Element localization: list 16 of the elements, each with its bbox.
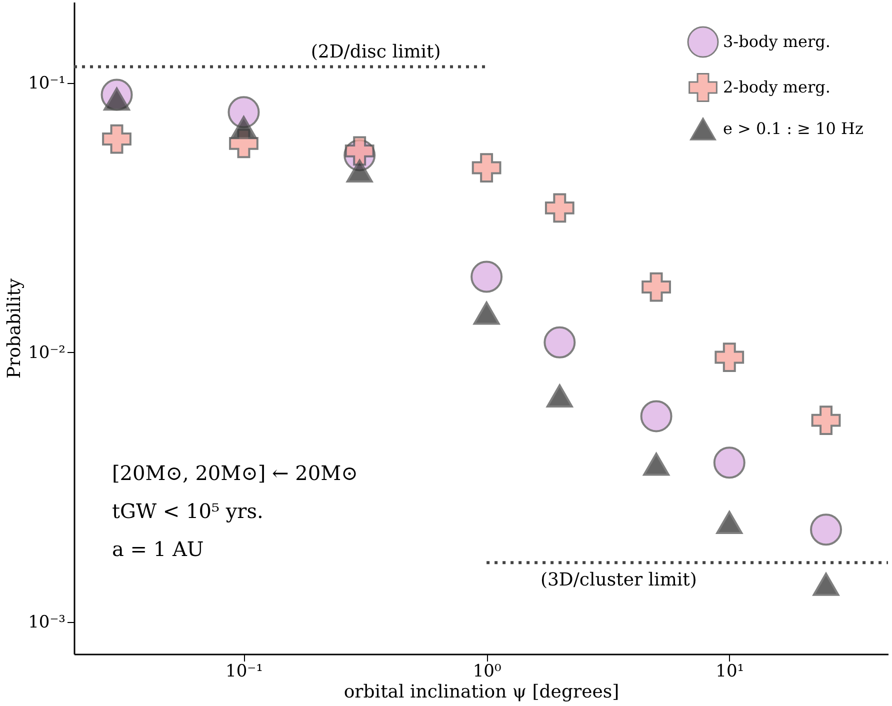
y-tick-label: 10⁻²	[28, 342, 66, 363]
x-tick-label: 10¹	[716, 662, 744, 682]
y-tick-label: 10⁻¹	[28, 74, 66, 94]
annotation: (3D/cluster limit)	[540, 570, 697, 591]
legend-label: 2-body merg.	[723, 78, 830, 96]
annotation: tGW < 10⁵ yrs.	[112, 499, 264, 523]
annotation: a = 1 AU	[112, 537, 204, 561]
x-tick-label: 10⁰	[472, 662, 502, 682]
legend-label: e > 0.1 : ≥ 10 Hz	[723, 119, 864, 138]
x-tick-label: 10⁻¹	[226, 662, 263, 682]
annotation: [20M⊙, 20M⊙] ← 20M⊙	[112, 461, 358, 485]
x-axis-title: orbital inclination ψ [degrees]	[344, 682, 620, 702]
legend-label: 3-body merg.	[723, 32, 830, 51]
y-axis-title: Probability	[4, 278, 26, 379]
y-tick-label: 10⁻³	[28, 612, 66, 632]
annotation: (2D/disc limit)	[310, 42, 441, 63]
